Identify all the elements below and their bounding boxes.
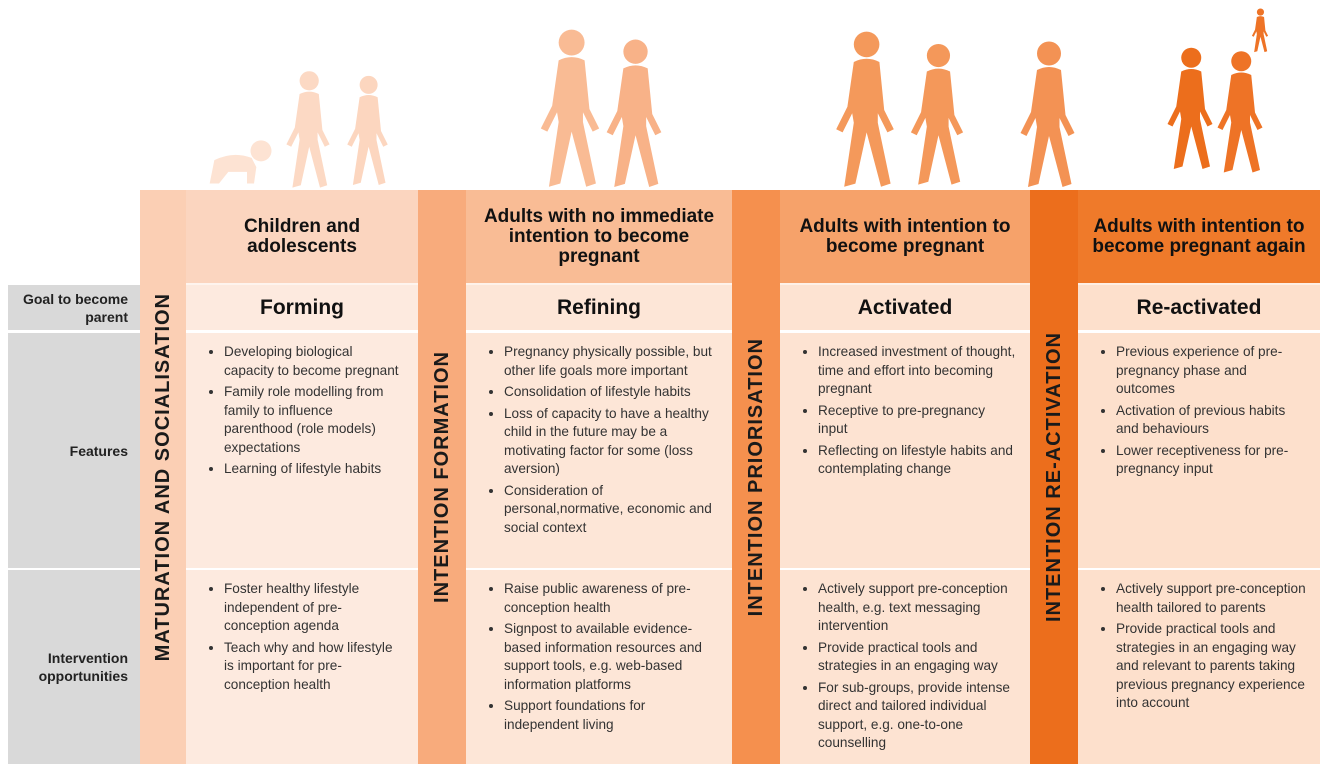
phase-bar: INTENTION RE-ACTIVATION: [1030, 190, 1078, 764]
cell: Developing biological capacity to become…: [186, 333, 418, 568]
cell: Actively support pre-conception health t…: [1078, 570, 1320, 764]
figure-girl: [347, 75, 388, 185]
bullet-item: Provide practical tools and strategies i…: [1116, 620, 1306, 713]
silhouettes: [209, 8, 1269, 188]
bullet-item: Receptive to pre-pregnancy input: [818, 402, 1016, 439]
figure-child: [286, 71, 330, 188]
bullet-item: Provide practical tools and strategies i…: [818, 639, 1016, 676]
bullet-item: Previous experience of pre-pregnancy pha…: [1116, 343, 1306, 399]
goal-label: Re-activated: [1078, 285, 1320, 330]
separator: [466, 283, 732, 285]
bullet-list: Pregnancy physically possible, but other…: [466, 333, 732, 537]
figure-man: [836, 31, 894, 187]
figure-infant: [1251, 8, 1269, 53]
goal-label: Refining: [466, 285, 732, 330]
row-label: Features: [8, 333, 140, 568]
figure-man: [540, 29, 600, 187]
goal-label: Activated: [780, 285, 1030, 330]
bullet-item: Consolidation of lifestyle habits: [504, 383, 718, 402]
cell: Pregnancy physically possible, but other…: [466, 333, 732, 568]
bullet-item: Raise public awareness of pre-conception…: [504, 580, 718, 617]
separator: [1078, 283, 1320, 285]
bullet-item: Learning of lifestyle habits: [224, 460, 404, 479]
phase-label: INTENTION RE-ACTIVATION: [1042, 331, 1065, 623]
bullet-list: Raise public awareness of pre-conception…: [466, 570, 732, 734]
bullet-item: Activation of previous habits and behavi…: [1116, 402, 1306, 439]
column-title: Adults with intention to become pregnant: [780, 190, 1030, 283]
figure-mother: [1217, 51, 1263, 173]
bullet-item: Signpost to available evidence-based inf…: [504, 620, 718, 694]
goal-label: Forming: [186, 285, 418, 330]
cell: Previous experience of pre-pregnancy pha…: [1078, 333, 1320, 568]
bullet-item: Foster healthy lifestyle independent of …: [224, 580, 404, 636]
column-title: Adults with intention to become pregnant…: [1078, 190, 1320, 283]
bullet-item: For sub-groups, provide intense direct a…: [818, 679, 1016, 753]
column-title: Adults with no immediate intention to be…: [466, 190, 732, 283]
row-label: Intervention opportunities: [8, 570, 140, 764]
phase-bar: INTENTION PRIORISATION: [732, 190, 780, 764]
phase-bar: MATURATION AND SOCIALISATION: [140, 190, 186, 764]
separator: [780, 283, 1030, 285]
bullet-item: Increased investment of thought, time an…: [818, 343, 1016, 399]
phase-label: INTENTION FORMATION: [430, 351, 453, 603]
bullet-item: Teach why and how lifestyle is important…: [224, 639, 404, 695]
bullet-item: Family role modelling from family to inf…: [224, 383, 404, 457]
bullet-item: Reflecting on lifestyle habits and conte…: [818, 442, 1016, 479]
bullet-list: Increased investment of thought, time an…: [780, 333, 1030, 479]
cell: Foster healthy lifestyle independent of …: [186, 570, 418, 764]
bullet-list: Previous experience of pre-pregnancy pha…: [1078, 333, 1320, 479]
bullet-item: Actively support pre-conception health, …: [818, 580, 1016, 636]
bullet-item: Support foundations for independent livi…: [504, 697, 718, 734]
figure-baby: [209, 140, 272, 184]
cell: Increased investment of thought, time an…: [780, 333, 1030, 568]
cell: Raise public awareness of pre-conception…: [466, 570, 732, 764]
cell: Actively support pre-conception health, …: [780, 570, 1030, 764]
phase-label: MATURATION AND SOCIALISATION: [151, 292, 174, 662]
bullet-list: Developing biological capacity to become…: [186, 333, 418, 479]
bullet-item: Actively support pre-conception health t…: [1116, 580, 1306, 617]
figure-woman: [606, 39, 662, 187]
phase-bar: INTENTION FORMATION: [418, 190, 466, 764]
phase-label: INTENTION PRIORISATION: [744, 337, 767, 617]
bullet-item: Lower receptiveness for pre-pregnancy in…: [1116, 442, 1306, 479]
figure-father: [1167, 47, 1213, 169]
bullet-item: Loss of capacity to have a healthy child…: [504, 405, 718, 479]
figure-pregnant-woman: [1020, 41, 1075, 187]
bullet-list: Foster healthy lifestyle independent of …: [186, 570, 418, 694]
figure-woman: [910, 43, 964, 185]
bullet-list: Actively support pre-conception health, …: [780, 570, 1030, 753]
row-label: Goal to become parent: [8, 285, 140, 330]
separator: [186, 283, 418, 285]
bullet-item: Developing biological capacity to become…: [224, 343, 404, 380]
column-title: Children and adolescents: [186, 190, 418, 283]
bullet-list: Actively support pre-conception health t…: [1078, 570, 1320, 713]
bullet-item: Pregnancy physically possible, but other…: [504, 343, 718, 380]
bullet-item: Consideration of personal,normative, eco…: [504, 482, 718, 538]
